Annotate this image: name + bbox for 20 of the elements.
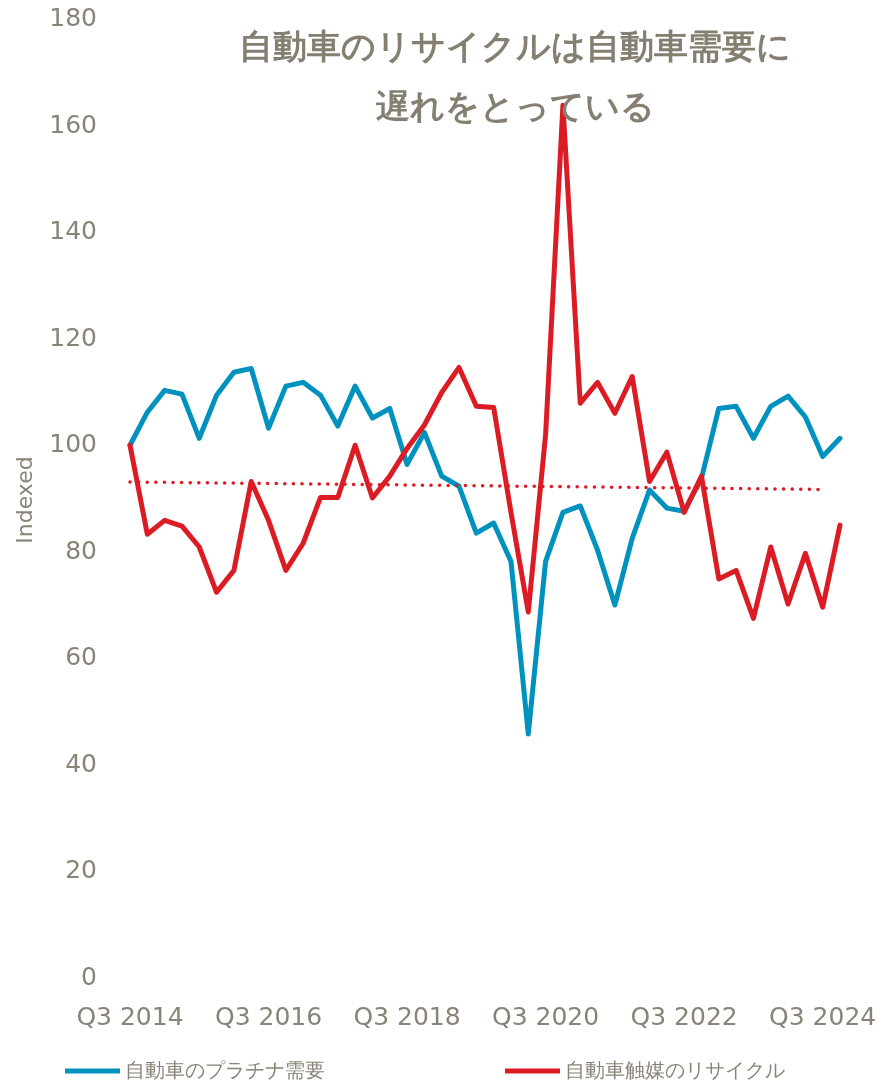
y-tick-label: 80	[65, 535, 97, 565]
y-tick-label: 120	[49, 322, 97, 352]
x-tick-label: Q3 2024	[769, 1002, 877, 1031]
y-tick-label: 160	[49, 109, 97, 139]
y-tick-label: 180	[49, 3, 97, 32]
y-tick-label: 100	[49, 429, 97, 459]
x-tick-label: Q3 2018	[353, 1002, 461, 1031]
x-tick-label: Q3 2016	[214, 1002, 323, 1031]
y-tick-label: 40	[65, 748, 97, 778]
y-axis-title: Indexed	[12, 456, 37, 544]
legend-label: 自動車のプラチナ需要	[125, 1057, 325, 1082]
y-tick-label: 140	[49, 216, 97, 246]
y-tick-label: 0	[81, 962, 97, 991]
y-tick-label: 60	[65, 642, 97, 672]
y-tick-label: 20	[65, 855, 97, 885]
x-tick-label: Q3 2020	[492, 1002, 600, 1031]
legend-label: 自動車触媒のリサイクル	[565, 1057, 785, 1082]
x-tick-label: Q3 2022	[630, 1002, 738, 1031]
text: 自動車のリサイクルは自動車需要に遅れをとっている	[238, 25, 792, 128]
x-tick-label: Q3 2014	[76, 1002, 184, 1031]
